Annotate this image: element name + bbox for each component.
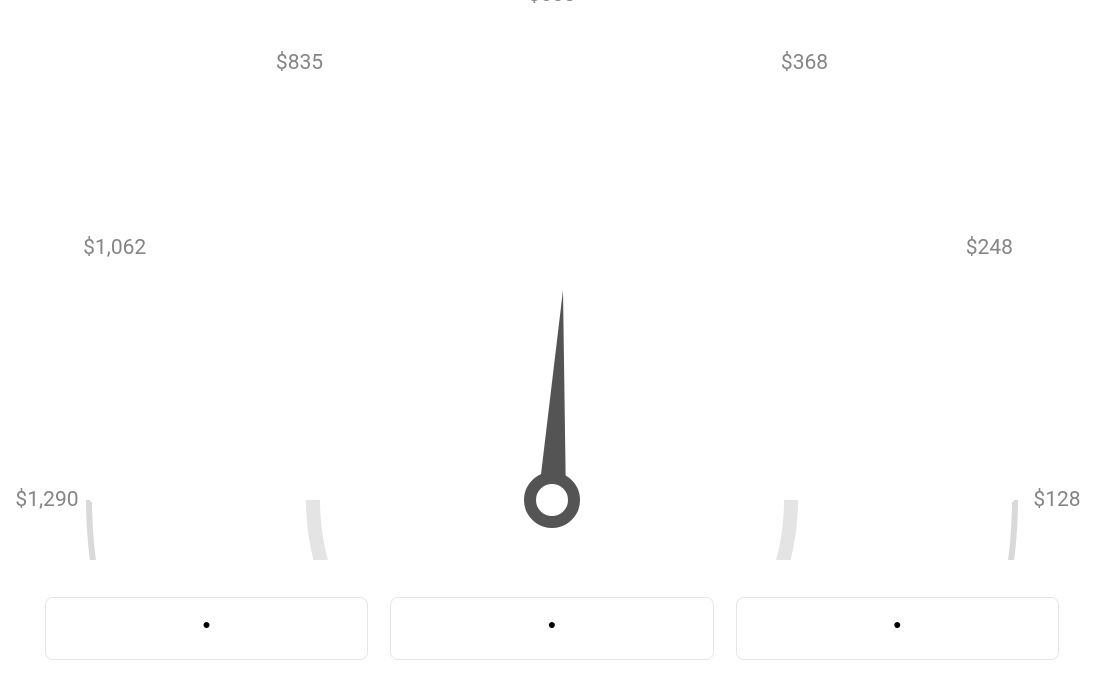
gauge-scale-label: $1,290 (15, 488, 78, 512)
legend-card-max (736, 597, 1059, 660)
gauge-scale-label: $128 (1033, 488, 1080, 512)
gauge: $128 $248 $368 $608 $835 $1,062 $1,290 (0, 0, 1104, 560)
legend-card-min (45, 597, 368, 660)
gauge-svg (0, 0, 1104, 560)
legend-min-title (56, 612, 357, 635)
legend-row (45, 597, 1059, 660)
gauge-scale-label: $835 (276, 51, 323, 75)
legend-avg-title (401, 612, 702, 635)
gauge-scale-label: $1,062 (83, 236, 146, 260)
gauge-scale-label: $608 (528, 0, 575, 7)
legend-max-title (747, 612, 1048, 635)
legend-card-avg (390, 597, 713, 660)
gauge-scale-label: $368 (781, 51, 828, 75)
gauge-scale-label: $248 (966, 236, 1013, 260)
gauge-chart-container: $128 $248 $368 $608 $835 $1,062 $1,290 (0, 0, 1104, 690)
